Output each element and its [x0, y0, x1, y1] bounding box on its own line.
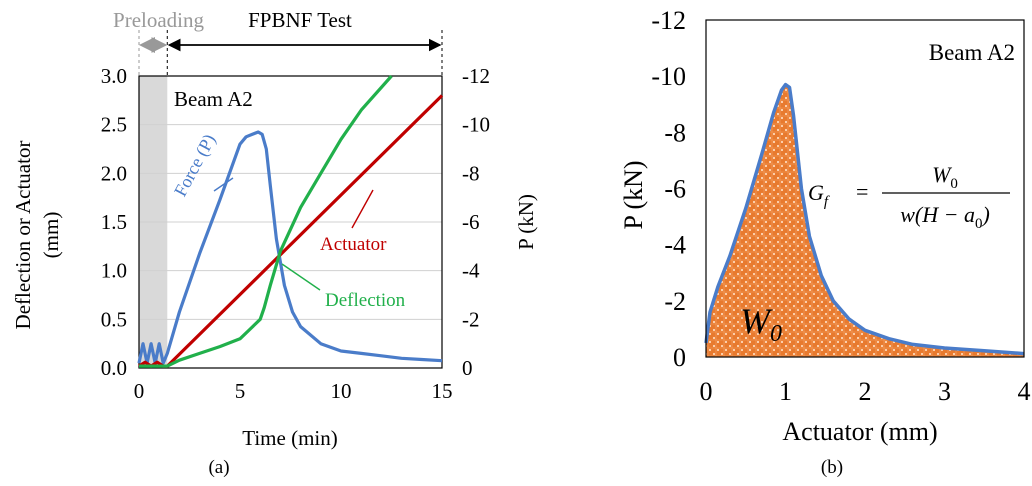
y-right-tick-label: -12	[462, 64, 490, 88]
svg-text:Gf: Gf	[808, 180, 830, 210]
y-left-tick-label: 3.0	[101, 64, 127, 88]
x-tick-label: 15	[432, 379, 453, 403]
panel-a-x-ticks: 0 5 10 15	[134, 379, 453, 403]
panel-b: 0 1 2 3 4 0 -2 -4 -6 -8 -10 -12 Beam A2 Actuator (…	[619, 6, 1031, 478]
y-left-tick-label: 2.5	[101, 113, 127, 137]
x-tick-label: 4	[1018, 377, 1031, 406]
y-right-tick-label: 0	[462, 356, 473, 380]
series-force-p	[137, 130, 443, 365]
force-series-label: Force (P)	[170, 131, 220, 200]
fpbnf-test-label: FPBNF Test	[248, 8, 352, 32]
svg-text:=: =	[856, 179, 868, 204]
panel-b-y-ticks: 0 -2 -4 -6 -8 -10 -12	[651, 6, 686, 372]
panel-b-x-axis-label: Actuator (mm)	[782, 417, 937, 446]
panel-b-x-ticks: 0 1 2 3 4	[700, 377, 1031, 406]
panel-b-caption: (b)	[821, 457, 843, 478]
y-right-tick-label: -8	[462, 161, 480, 185]
phase-annotations: Preloading FPBNF Test	[113, 8, 443, 76]
y-tick-label: 0	[673, 343, 686, 372]
y-tick-label: -2	[664, 287, 686, 316]
y-tick-label: -10	[651, 62, 686, 91]
x-tick-label: 10	[331, 379, 352, 403]
panel-a-y-left-axis-label: Deflection or Actuator	[11, 141, 35, 330]
series-deflection	[139, 74, 393, 368]
panel-a-caption: (a)	[208, 457, 229, 478]
area-label-w0: W0	[740, 301, 782, 347]
fracture-energy-area	[706, 84, 1024, 357]
load-actuator-curve	[704, 82, 1025, 356]
deflection-series-label: Deflection	[325, 290, 406, 311]
panel-a-plot-frame	[138, 75, 443, 369]
y-left-tick-label: 0.5	[101, 307, 127, 331]
deflection-label-leader	[281, 263, 321, 291]
panel-a-y-left-ticks: 0.0 0.5 1.0 1.5 2.0 2.5 3.0	[101, 64, 127, 380]
y-right-tick-label: -2	[462, 307, 480, 331]
y-left-tick-label: 0.0	[101, 356, 127, 380]
x-tick-label: 0	[700, 377, 713, 406]
x-tick-label: 3	[938, 377, 951, 406]
panel-b-y-axis-label: P (kN)	[619, 160, 648, 229]
panel-a-gridlines	[139, 75, 442, 369]
svg-text:W0: W0	[932, 162, 958, 192]
actuator-label-leader	[351, 189, 374, 229]
preloading-label: Preloading	[113, 8, 204, 32]
y-left-tick-label: 1.5	[101, 210, 127, 234]
y-right-tick-label: -4	[462, 259, 480, 283]
panel-b-plot-frame	[705, 19, 1025, 358]
panel-a-series	[137, 74, 444, 368]
svg-text:w(H − a0): w(H − a0)	[900, 202, 990, 232]
y-tick-label: -12	[651, 6, 686, 35]
y-left-tick-label: 1.0	[101, 259, 127, 283]
y-tick-label: -6	[664, 175, 686, 204]
panel-a-x-axis-label: Time (min)	[242, 426, 337, 450]
x-tick-label: 0	[134, 379, 145, 403]
actuator-series-label: Actuator	[320, 234, 387, 255]
panel-a-title: Beam A2	[174, 87, 253, 111]
x-tick-label: 2	[859, 377, 872, 406]
x-tick-label: 1	[779, 377, 792, 406]
force-label-leader	[213, 177, 234, 192]
y-left-tick-label: 2.0	[101, 161, 127, 185]
y-right-tick-label: -10	[462, 113, 490, 137]
panel-b-title: Beam A2	[929, 40, 1015, 65]
fracture-energy-equation: Gf = W0 w(H − a0)	[808, 162, 1010, 232]
x-tick-label: 5	[235, 379, 246, 403]
panel-a-y-right-ticks: 0 -2 -4 -6 -8 -10 -12	[462, 64, 490, 380]
panel-a: 0 5 10 15 0.0 0.5 1.0 1.5 2.0 2.5 3.0 0 -2 -4 -6 -8 -1…	[11, 8, 538, 478]
panel-a-y-left-axis-unit: (mm)	[39, 212, 63, 259]
y-tick-label: -8	[664, 118, 686, 147]
y-tick-label: -4	[664, 231, 686, 260]
y-right-tick-label: -6	[462, 210, 480, 234]
panel-a-y-right-axis-label: P (kN)	[514, 194, 538, 250]
